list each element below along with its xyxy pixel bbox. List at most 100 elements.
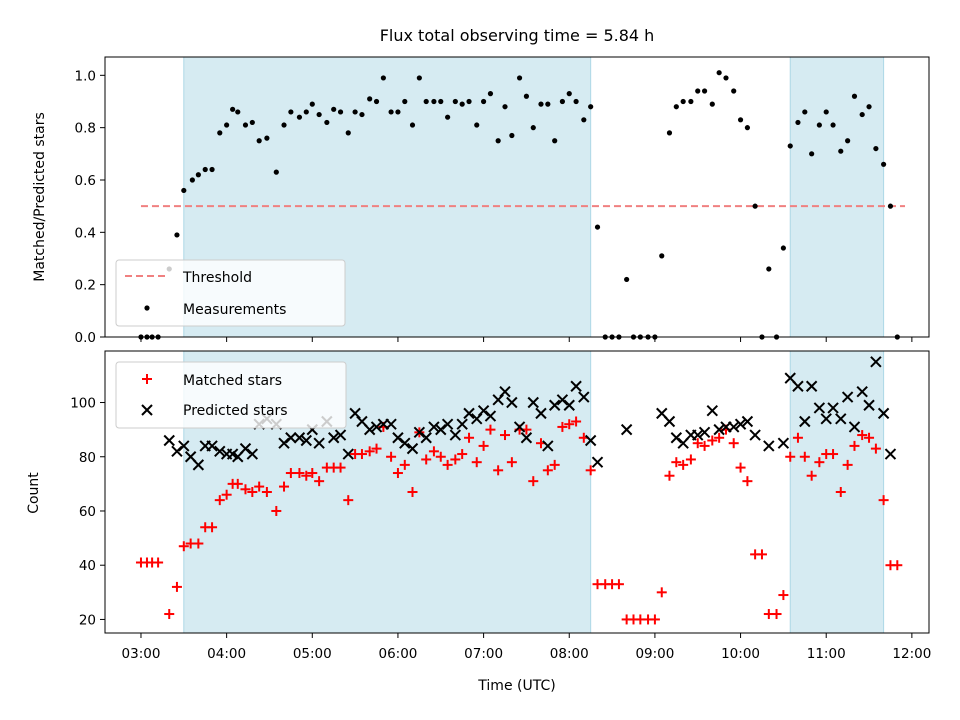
- bottom-legend-box: [115, 361, 347, 429]
- measurement-point: [624, 276, 630, 283]
- predicted-star-point: [556, 394, 569, 406]
- matched-star-point: [557, 421, 568, 432]
- bottom-x-tick-label: 12:00: [892, 646, 931, 662]
- matched-star-point: [261, 487, 272, 497]
- measurement-point: [409, 122, 416, 128]
- measurement-point: [545, 101, 551, 107]
- matched-star-point: [892, 560, 903, 571]
- top-panel: 0.0 0.2 0.4 0.6 0.8 1.0 Threshold Measurements: [75, 56, 930, 346]
- predicted-star-point: [563, 399, 575, 411]
- predicted-star-point: [363, 423, 376, 436]
- matched-star-point: [271, 505, 282, 516]
- predicted-star-point: [570, 380, 582, 392]
- predicted-star-point: [456, 418, 468, 430]
- matched-star-point: [314, 476, 325, 487]
- measurement-point: [795, 119, 801, 126]
- predicted-star-point: [749, 429, 761, 441]
- matched-star-point: [571, 416, 582, 427]
- predicted-star-point: [513, 421, 526, 433]
- measurement-point: [445, 114, 451, 120]
- matched-star-point: [164, 609, 175, 620]
- measurement-point: [573, 98, 579, 105]
- measurement-point: [766, 266, 772, 272]
- bottom-panel: 20 40 60 80 100 03:00 04:00 05:00 06:00 07:00 08:0…: [70, 350, 931, 662]
- measurement-point: [887, 203, 894, 209]
- matched-star-point: [785, 451, 796, 462]
- legend-threshold-label: Threshold: [182, 270, 252, 286]
- bottom-x-tick-label: 03:00: [122, 646, 161, 662]
- predicted-star-point: [293, 432, 306, 444]
- predicted-star-point: [841, 391, 854, 403]
- matched-star-point: [153, 557, 164, 568]
- predicted-star-stroke: [741, 415, 754, 428]
- bottom-x-tick-label: 06:00: [378, 646, 417, 662]
- matched-star-point: [742, 476, 753, 487]
- predicted-star-point: [477, 404, 490, 417]
- measurement-point: [502, 104, 508, 110]
- measurement-point: [416, 75, 422, 81]
- measurement-point: [452, 98, 458, 105]
- predicted-star-stroke: [463, 407, 475, 420]
- measurement-point: [181, 187, 187, 194]
- predicted-star-point: [820, 413, 832, 425]
- matched-star-point: [399, 459, 410, 470]
- predicted-star-stroke: [713, 423, 725, 436]
- measurement-point: [495, 138, 501, 144]
- measurement-point: [538, 101, 544, 107]
- measurement-point: [816, 122, 822, 128]
- predicted-star-stroke: [385, 418, 397, 430]
- matched-star-point: [792, 432, 803, 443]
- predicted-star-point: [713, 423, 725, 436]
- bottom-x-tick-label: 10:00: [721, 646, 760, 662]
- measurement-point: [680, 98, 686, 105]
- predicted-star-point: [584, 434, 597, 447]
- matched-star-point: [771, 609, 782, 620]
- matched-star-point: [485, 424, 496, 435]
- legend-predicted-swatch: [141, 404, 153, 416]
- legend-measurements-label: Measurements: [183, 302, 286, 318]
- predicted-star-point: [385, 418, 397, 430]
- matched-star-point: [728, 438, 739, 449]
- measurement-point: [552, 138, 558, 144]
- measurement-point: [174, 232, 180, 238]
- predicted-star-stroke: [342, 448, 354, 460]
- predicted-star-stroke: [584, 434, 597, 447]
- predicted-star-stroke: [356, 415, 368, 428]
- predicted-star-point: [520, 432, 533, 444]
- matched-star-point: [171, 581, 182, 592]
- matched-star-point: [247, 487, 258, 497]
- matched-star-point: [735, 462, 746, 473]
- matched-star-point: [870, 443, 881, 454]
- predicted-star-stroke: [841, 391, 854, 403]
- measurement-point: [830, 122, 836, 128]
- predicted-star-point: [777, 437, 790, 449]
- predicted-star-stroke: [578, 391, 590, 403]
- measurement-point: [202, 166, 208, 173]
- measurement-point: [723, 75, 729, 81]
- predicted-star-stroke: [456, 418, 468, 430]
- measurement-point: [859, 111, 865, 118]
- measurement-point: [881, 161, 887, 167]
- measurement-point: [189, 177, 195, 183]
- predicted-star-point: [435, 423, 447, 436]
- measurement-point: [249, 119, 255, 126]
- predicted-star-stroke: [827, 402, 839, 414]
- matched-star-point: [457, 449, 468, 460]
- matched-star-point: [356, 449, 367, 460]
- matched-star-point: [493, 465, 504, 476]
- predicted-star-point: [706, 404, 719, 417]
- predicted-star-point: [763, 440, 775, 452]
- measurement-point: [423, 98, 429, 105]
- predicted-star-stroke: [163, 434, 175, 447]
- predicted-star-stroke: [399, 437, 411, 449]
- predicted-star-stroke: [692, 429, 704, 441]
- matched-star-point: [407, 487, 418, 497]
- matched-star-point: [864, 432, 875, 443]
- predicted-star-point: [206, 440, 218, 452]
- bottom-x-tick-label: 05:00: [293, 646, 332, 662]
- top-y-tick-label: 0.4: [75, 225, 96, 241]
- bottom-x-tick-label: 09:00: [635, 646, 674, 662]
- bottom-y-tick-label: 60: [79, 504, 96, 520]
- predicted-star-stroke: [792, 380, 804, 392]
